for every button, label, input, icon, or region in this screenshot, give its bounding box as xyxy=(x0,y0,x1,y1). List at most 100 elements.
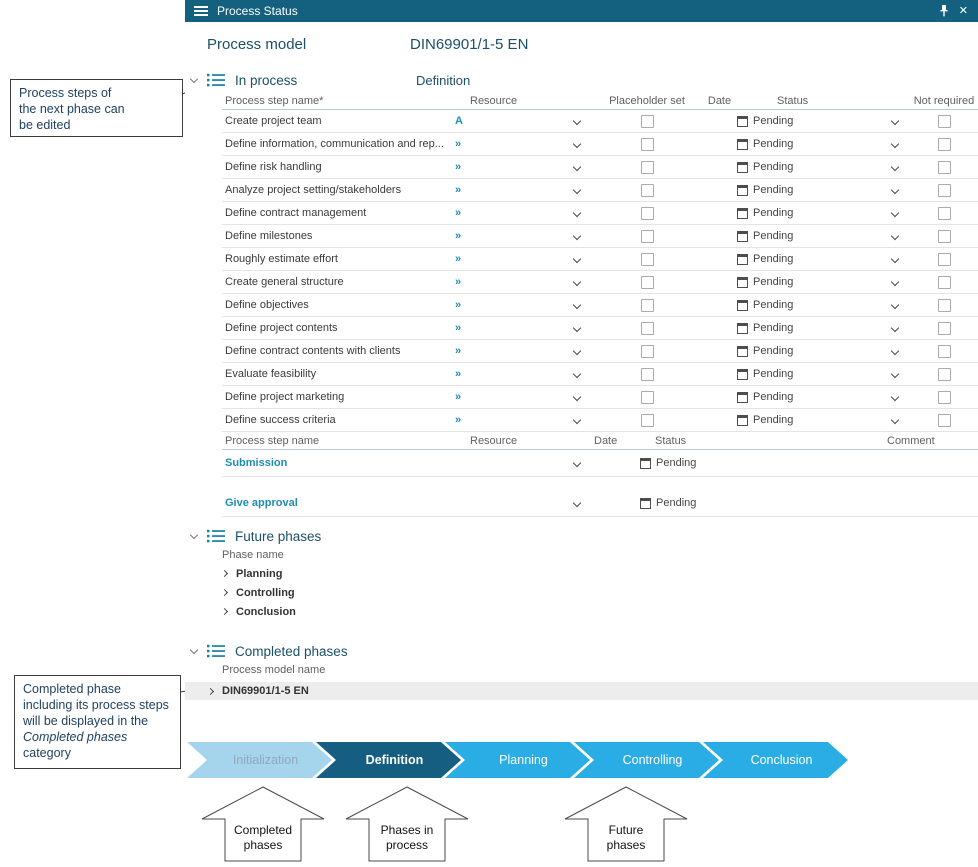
status-cell[interactable]: Pending xyxy=(737,138,910,150)
chevron-down-icon[interactable] xyxy=(572,458,582,468)
section-completed-phases-header[interactable]: Completed phases xyxy=(189,641,978,661)
resource-cell[interactable]: » xyxy=(450,253,592,265)
chevron-down-icon[interactable] xyxy=(572,185,582,195)
status-cell[interactable]: Pending xyxy=(737,184,910,196)
approval-step-link[interactable]: Submission xyxy=(225,457,288,469)
not-required-checkbox[interactable] xyxy=(937,229,951,243)
resource-link[interactable]: » xyxy=(455,322,462,334)
resource-link[interactable]: » xyxy=(455,391,462,403)
resource-cell[interactable]: » xyxy=(450,184,592,196)
not-required-checkbox[interactable] xyxy=(937,275,951,289)
placeholder-set-checkbox[interactable] xyxy=(640,390,654,404)
placeholder-set-checkbox[interactable] xyxy=(640,298,654,312)
resource-link[interactable]: » xyxy=(455,414,462,426)
section-in-process-header[interactable]: In process Definition xyxy=(189,70,978,90)
chevron-down-icon[interactable] xyxy=(890,415,900,425)
resource-link[interactable]: » xyxy=(455,230,462,242)
not-required-checkbox[interactable] xyxy=(937,321,951,335)
section-future-phases-header[interactable]: Future phases xyxy=(189,526,978,546)
chevron-down-icon[interactable] xyxy=(890,162,900,172)
process-step-name-cell[interactable]: Define contract management xyxy=(225,207,367,219)
chevron-down-icon[interactable] xyxy=(890,208,900,218)
chevron-down-icon[interactable] xyxy=(572,346,582,356)
process-step-name-cell[interactable]: Define milestones xyxy=(225,230,313,242)
not-required-checkbox[interactable] xyxy=(937,137,951,151)
status-cell[interactable]: Pending xyxy=(737,345,910,357)
completed-phase-row[interactable]: DIN69901/1-5 EN xyxy=(185,682,978,700)
process-step-name-cell[interactable]: Define project marketing xyxy=(225,391,345,403)
chevron-down-icon[interactable] xyxy=(890,116,900,126)
chevron-down-icon[interactable] xyxy=(890,185,900,195)
close-icon[interactable]: ✕ xyxy=(958,4,968,17)
status-cell[interactable]: Pending xyxy=(737,230,910,242)
placeholder-set-checkbox[interactable] xyxy=(640,137,654,151)
placeholder-set-checkbox[interactable] xyxy=(640,160,654,174)
chevron-down-icon[interactable] xyxy=(572,162,582,172)
not-required-checkbox[interactable] xyxy=(937,183,951,197)
placeholder-set-checkbox[interactable] xyxy=(640,229,654,243)
resource-cell[interactable]: » xyxy=(450,207,592,219)
chevron-down-icon[interactable] xyxy=(572,415,582,425)
placeholder-set-checkbox[interactable] xyxy=(640,183,654,197)
not-required-checkbox[interactable] xyxy=(937,344,951,358)
status-cell[interactable]: Pending xyxy=(737,391,910,403)
chevron-down-icon[interactable] xyxy=(572,369,582,379)
resource-link[interactable]: » xyxy=(455,138,462,150)
process-step-name-cell[interactable]: Define contract contents with clients xyxy=(225,345,401,357)
chevron-down-icon[interactable] xyxy=(572,323,582,333)
placeholder-set-checkbox[interactable] xyxy=(640,413,654,427)
resource-cell[interactable]: A xyxy=(450,115,592,127)
hamburger-menu-icon[interactable] xyxy=(194,10,208,12)
process-step-name-cell[interactable]: Define risk handling xyxy=(225,161,322,173)
placeholder-set-checkbox[interactable] xyxy=(640,344,654,358)
expand-chevron-right-icon[interactable] xyxy=(220,569,229,578)
chevron-down-icon[interactable] xyxy=(890,231,900,241)
resource-link[interactable]: » xyxy=(455,368,462,380)
status-cell[interactable]: Pending xyxy=(640,457,872,469)
collapse-chevron-icon[interactable] xyxy=(189,645,199,654)
resource-cell[interactable]: » xyxy=(450,322,592,334)
chevron-down-icon[interactable] xyxy=(572,208,582,218)
not-required-checkbox[interactable] xyxy=(937,298,951,312)
chevron-down-icon[interactable] xyxy=(890,277,900,287)
not-required-checkbox[interactable] xyxy=(937,114,951,128)
resource-link[interactable]: » xyxy=(455,161,462,173)
status-cell[interactable]: Pending xyxy=(737,299,910,311)
future-phase-row[interactable]: Planning xyxy=(220,564,978,583)
status-cell[interactable]: Pending xyxy=(737,276,910,288)
resource-link[interactable]: » xyxy=(455,345,462,357)
status-cell[interactable]: Pending xyxy=(737,253,910,265)
placeholder-set-checkbox[interactable] xyxy=(640,114,654,128)
expand-chevron-right-icon[interactable] xyxy=(220,607,229,616)
process-step-name-cell[interactable]: Evaluate feasibility xyxy=(225,368,317,380)
resource-link[interactable]: » xyxy=(455,207,462,219)
process-step-name-cell[interactable]: Define objectives xyxy=(225,299,309,311)
chevron-down-icon[interactable] xyxy=(890,323,900,333)
approval-step-link[interactable]: Give approval xyxy=(225,497,298,509)
chevron-down-icon[interactable] xyxy=(572,254,582,264)
chevron-down-icon[interactable] xyxy=(572,277,582,287)
status-cell[interactable]: Pending xyxy=(737,161,910,173)
status-cell[interactable]: Pending xyxy=(737,322,910,334)
future-phase-row[interactable]: Controlling xyxy=(220,583,978,602)
chevron-down-icon[interactable] xyxy=(572,498,582,508)
resource-link[interactable]: » xyxy=(455,276,462,288)
expand-chevron-right-icon[interactable] xyxy=(220,588,229,597)
resource-cell[interactable]: » xyxy=(450,391,592,403)
resource-cell[interactable]: » xyxy=(450,276,592,288)
resource-cell[interactable]: » xyxy=(450,414,592,426)
resource-cell[interactable]: » xyxy=(450,230,592,242)
placeholder-set-checkbox[interactable] xyxy=(640,252,654,266)
chevron-down-icon[interactable] xyxy=(890,300,900,310)
chevron-down-icon[interactable] xyxy=(890,346,900,356)
resource-cell[interactable]: » xyxy=(450,345,592,357)
chevron-down-icon[interactable] xyxy=(572,392,582,402)
process-step-name-cell[interactable]: Create general structure xyxy=(225,276,344,288)
process-step-name-cell[interactable]: Define information, communication and re… xyxy=(225,138,444,150)
expand-chevron-right-icon[interactable] xyxy=(206,687,215,695)
placeholder-set-checkbox[interactable] xyxy=(640,321,654,335)
chevron-down-icon[interactable] xyxy=(572,231,582,241)
collapse-chevron-icon[interactable] xyxy=(189,530,199,539)
not-required-checkbox[interactable] xyxy=(937,252,951,266)
resource-cell[interactable]: » xyxy=(450,368,592,380)
